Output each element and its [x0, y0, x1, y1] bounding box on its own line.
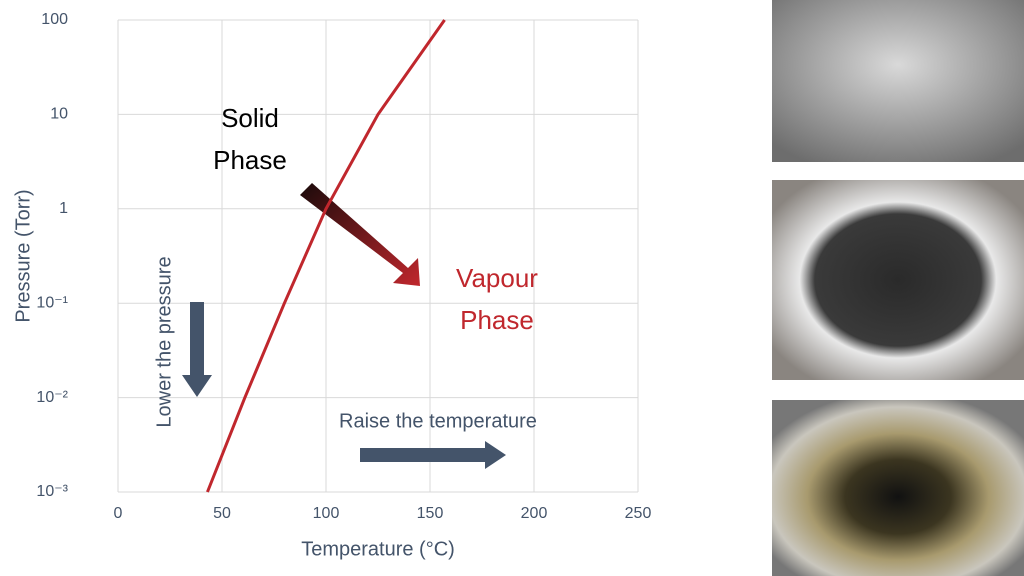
right-arrow: [360, 441, 506, 469]
y-tick-label: 100: [41, 11, 68, 28]
y-tick-label: 10⁻³: [36, 483, 68, 500]
annotation: Raise the temperature: [339, 410, 537, 432]
x-tick-label: 200: [521, 505, 548, 522]
annotation: Phase: [460, 305, 534, 335]
photo: [772, 0, 1024, 162]
annotation: Solid: [221, 103, 279, 133]
y-tick-label: 10⁻²: [36, 389, 68, 406]
photo: [772, 180, 1024, 380]
series-line: [206, 19, 446, 493]
y-tick-label: 10: [50, 106, 68, 123]
y-tick-label: 1: [59, 200, 68, 217]
x-axis-label: Temperature (°C): [301, 538, 455, 560]
down-arrow: [182, 302, 212, 397]
x-tick-label: 250: [625, 505, 652, 522]
x-tick-label: 0: [114, 505, 123, 522]
annotation: Phase: [213, 145, 287, 175]
photo: [772, 400, 1024, 576]
phase-arrow: [300, 183, 420, 286]
y-axis-label: Pressure (Torr): [12, 189, 34, 322]
y-tick-label: 10⁻¹: [36, 294, 68, 311]
grid: [117, 19, 639, 493]
annotation: Vapour: [456, 263, 538, 293]
x-tick-label: 150: [417, 505, 444, 522]
x-tick-label: 50: [213, 505, 231, 522]
annotation: Lower the pressure: [153, 256, 175, 427]
x-tick-label: 100: [313, 505, 340, 522]
